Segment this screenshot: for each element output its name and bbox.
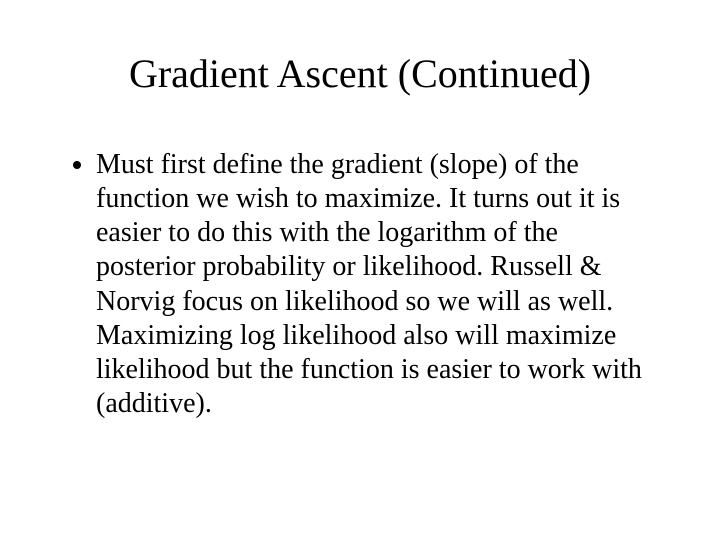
bullet-list: Must first define the gradient (slope) o… xyxy=(60,148,660,421)
slide: Gradient Ascent (Continued) Must first d… xyxy=(0,0,720,540)
slide-title: Gradient Ascent (Continued) xyxy=(60,50,660,98)
list-item: Must first define the gradient (slope) o… xyxy=(96,148,660,421)
